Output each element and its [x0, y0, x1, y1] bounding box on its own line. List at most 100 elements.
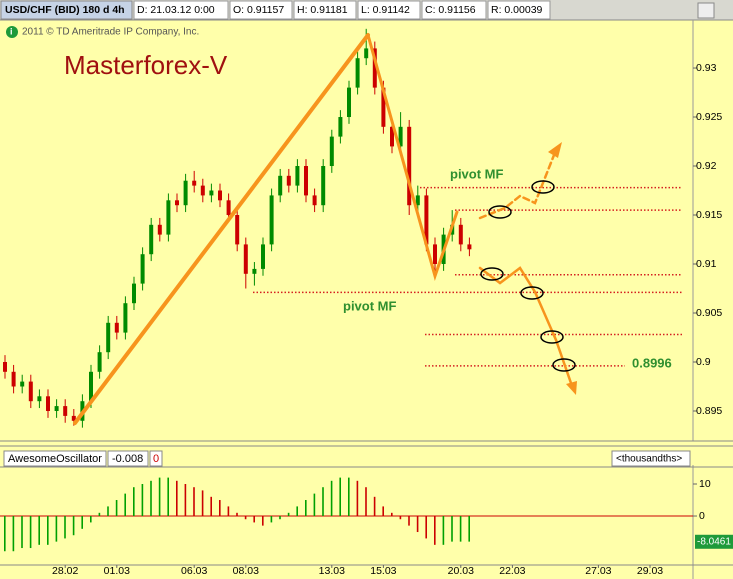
osc-bar [4, 516, 6, 552]
info-icon[interactable] [6, 26, 18, 38]
osc-bar [98, 512, 101, 517]
annotation: pivot MF [450, 166, 503, 181]
candle-body [132, 283, 136, 304]
osc-name-cell[interactable] [3, 450, 107, 467]
candle-body [286, 175, 291, 186]
osc-bar [365, 487, 367, 517]
x-tick-label: 22.03 [499, 565, 525, 577]
osc-bar [150, 480, 152, 517]
candle-body [149, 224, 154, 255]
candle-body [372, 48, 377, 88]
copyright: 2011 © TD Ameritrade IP Company, Inc. [22, 27, 199, 38]
candle-body [381, 87, 386, 127]
candle-body [166, 200, 171, 235]
candle-body [54, 406, 59, 411]
candle-body [89, 371, 93, 402]
y-tick-label: 0.925 [696, 111, 722, 123]
candle-body [321, 166, 326, 206]
osc-bar [313, 493, 316, 517]
candle-body [252, 268, 257, 274]
y-tick-label: 0.905 [696, 307, 722, 319]
osc-bar [296, 506, 298, 517]
candle-body [458, 224, 463, 245]
osc-bar [339, 477, 341, 517]
info-text: D: 21.03.12 0:00 [137, 4, 215, 16]
info-text: R: 0.00039 [491, 4, 543, 16]
osc-bar [322, 487, 324, 517]
osc-units: <thousandths> [616, 454, 682, 465]
candle-body [200, 185, 205, 196]
y-tick-label: 0.93 [696, 62, 717, 74]
osc-units-cell [611, 450, 691, 467]
osc-bar [124, 493, 126, 517]
y-tick-label: 0.91 [696, 258, 717, 270]
osc-bar [201, 490, 204, 517]
candle-body [226, 200, 231, 216]
osc-bar [382, 506, 384, 517]
osc-bar [425, 516, 427, 539]
osc-last-value: -8.0461 [697, 536, 731, 547]
info-cell [487, 0, 551, 20]
level-label: 0.8996 [632, 355, 672, 370]
symbol-cell [0, 0, 133, 20]
x-tick-label: 15.03 [370, 565, 396, 577]
candle-body [415, 195, 420, 206]
osc-bar [408, 516, 410, 526]
osc-bar [184, 484, 187, 517]
candle-body [235, 215, 240, 245]
candle-body [37, 396, 42, 402]
osc-value-cell [107, 450, 149, 467]
candle-body [192, 180, 197, 186]
candle-body [304, 166, 308, 196]
candle-body [106, 322, 111, 353]
candle-body [175, 200, 179, 206]
candle-body [347, 87, 351, 118]
info-icon-glyph: i [10, 26, 13, 36]
candle-body [338, 117, 343, 137]
osc-bar [244, 516, 247, 520]
osc-name: AwesomeOscillator [8, 453, 102, 465]
osc-last-badge [695, 534, 733, 549]
osc-bar [90, 516, 92, 523]
osc-bar [133, 487, 135, 517]
candle-body [114, 322, 119, 333]
y-tick-label: 0.915 [696, 209, 722, 221]
osc-bar [176, 480, 178, 517]
candle-body [3, 361, 7, 372]
info-cell [133, 0, 229, 20]
info-text: O: 0.91157 [233, 4, 284, 16]
candle-body [278, 175, 283, 196]
x-tick-label: 01.03 [104, 565, 130, 577]
candle-body [46, 396, 50, 411]
osc-shift-cell [149, 450, 163, 467]
osc-bar [115, 500, 118, 517]
osc-bar [81, 516, 83, 529]
x-tick-label: 20.03 [448, 565, 474, 577]
maximize-button[interactable] [697, 2, 715, 19]
candle-body [183, 180, 188, 206]
candle-body [424, 195, 429, 245]
osc-bar [468, 516, 470, 542]
osc-bar [373, 496, 376, 517]
osc-bar [55, 516, 58, 542]
osc-bar [330, 480, 333, 517]
osc-bar [434, 516, 436, 545]
osc-bar [107, 506, 109, 517]
osc-bar [356, 480, 359, 517]
symbol: USD/CHF (BID) 180 d 4h [5, 4, 125, 16]
candle-body [157, 224, 162, 235]
candle-body [364, 48, 369, 59]
osc-bar [262, 516, 264, 526]
osc-y-tick-label: 10 [699, 478, 711, 490]
candle-body [295, 166, 300, 186]
info-text: L: 0.91142 [361, 4, 410, 16]
candle-body [20, 381, 25, 387]
osc-y-tick-label: 0 [699, 510, 705, 522]
osc-bar [21, 516, 23, 549]
osc-bar [38, 516, 40, 545]
candle-body [97, 352, 102, 372]
osc-bar [253, 516, 255, 523]
osc-bar [270, 516, 273, 523]
y-tick-label: 0.895 [696, 405, 722, 417]
